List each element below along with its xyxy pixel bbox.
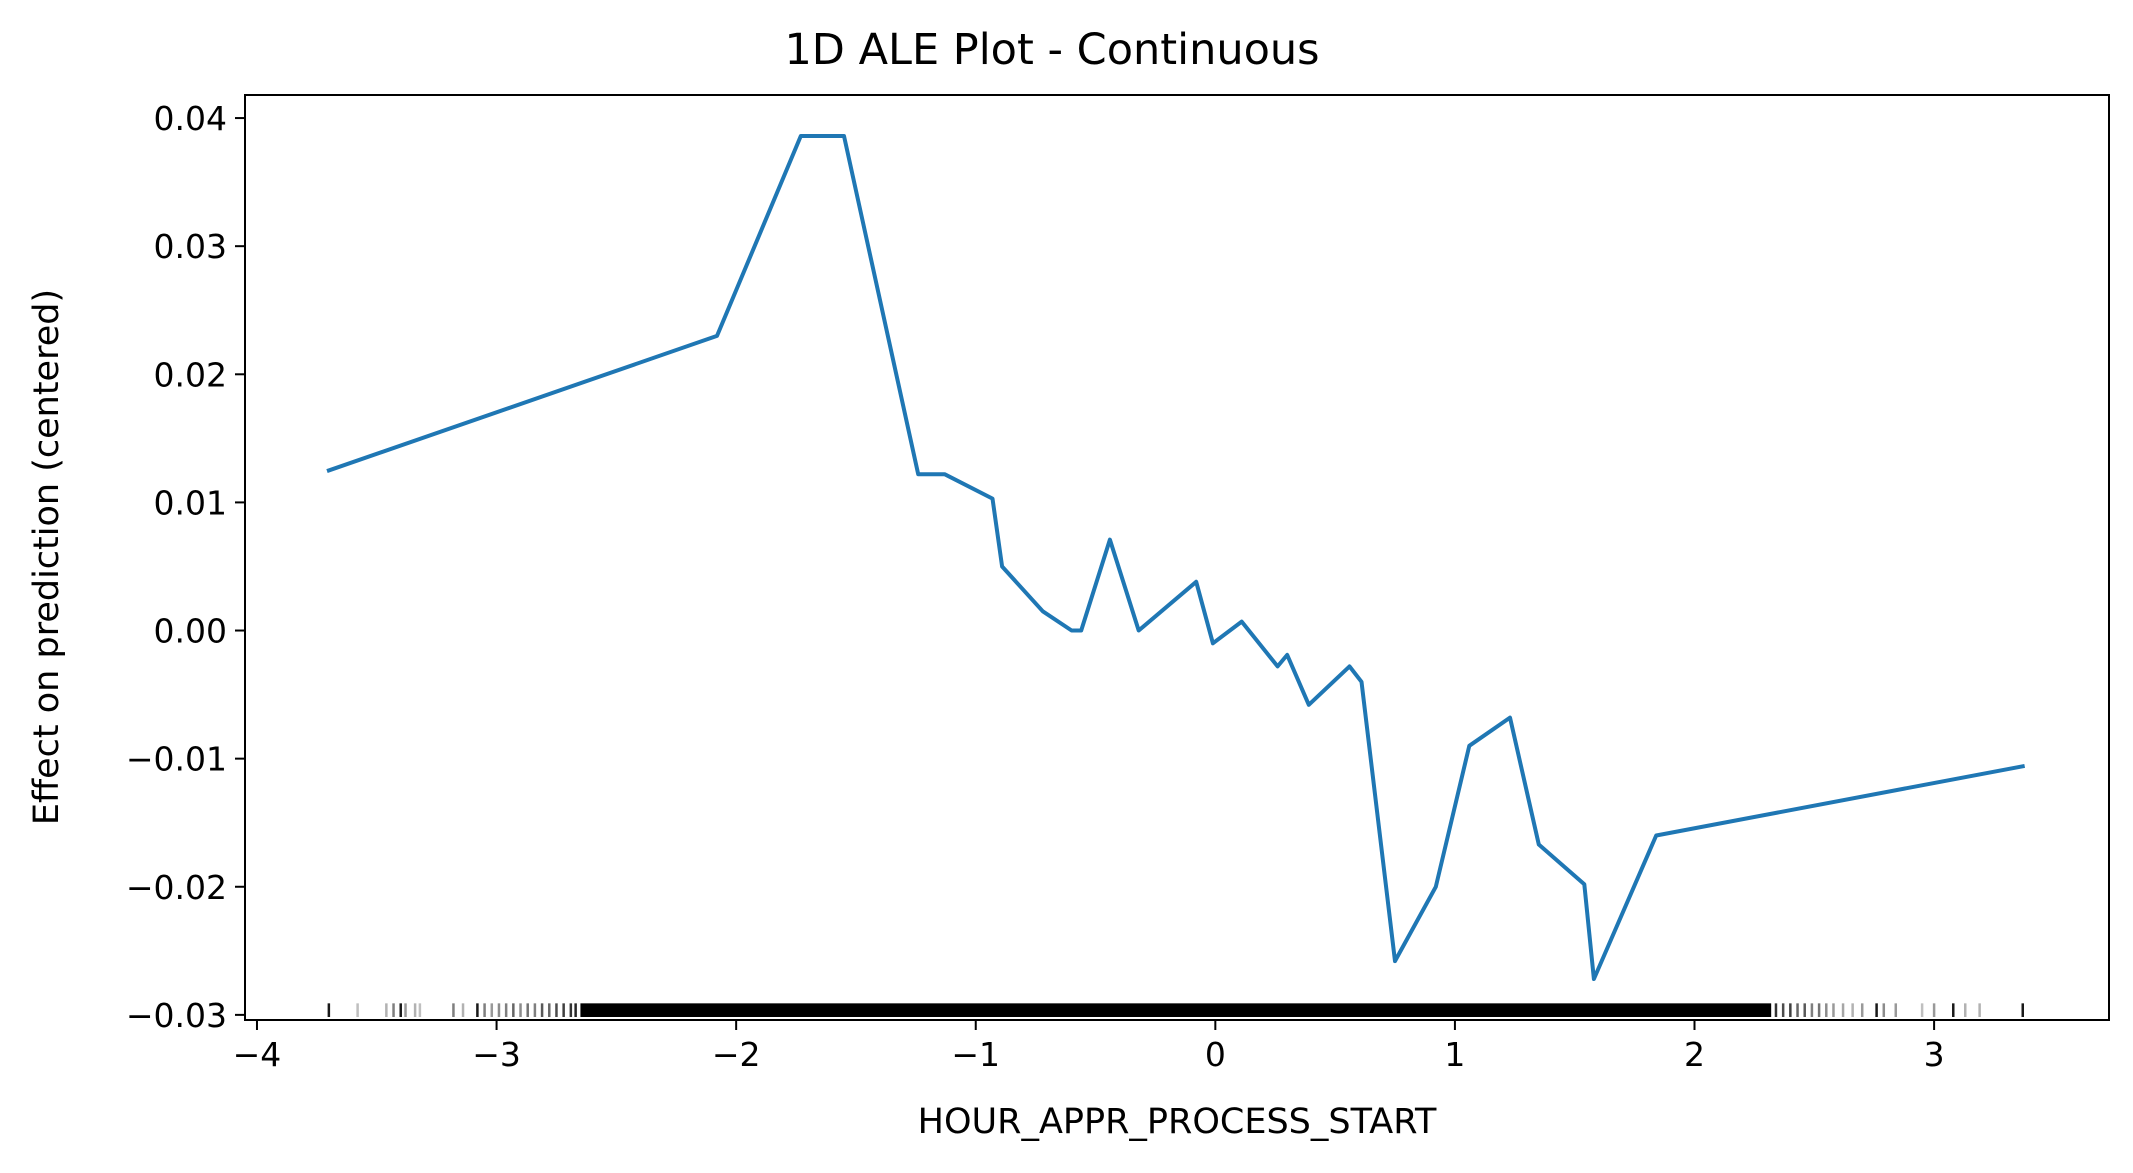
x-tick-label: −4	[233, 1035, 282, 1074]
series-line-0	[326, 134, 2026, 981]
y-tick-label: −0.02	[126, 868, 227, 907]
plot-frame	[244, 94, 2110, 1021]
y-axis: 0.04 0.03 0.02 0.01 0.00 −0.01 −0.02 −0.03	[126, 99, 245, 1035]
y-tick-label: 0.01	[154, 483, 227, 522]
x-axis: −4 −3 −2 −1 0 1 2 3	[233, 1020, 1945, 1074]
y-tick-label: 0.04	[154, 99, 227, 138]
x-tick-label: 2	[1684, 1035, 1705, 1074]
rug-marks	[327, 1003, 2024, 1017]
rug-dense-band	[580, 1003, 1772, 1017]
x-tick-label: −2	[712, 1035, 761, 1074]
x-tick-label: 3	[1924, 1035, 1945, 1074]
y-tick-label: −0.03	[126, 996, 227, 1035]
y-axis-label: Effect on prediction (centered)	[27, 289, 67, 825]
y-tick-label: −0.01	[126, 740, 227, 779]
x-axis-label: HOUR_APPR_PROCESS_START	[918, 1102, 1437, 1142]
x-tick-label: 0	[1205, 1035, 1226, 1074]
y-tick-label: 0.02	[154, 355, 227, 394]
x-tick-label: 1	[1444, 1035, 1465, 1074]
y-tick-label: 0.00	[154, 612, 227, 651]
chart-title: 1D ALE Plot - Continuous	[784, 25, 1319, 75]
series-layer	[326, 134, 2026, 981]
x-tick-label: −3	[472, 1035, 521, 1074]
x-tick-label: −1	[951, 1035, 1000, 1074]
y-tick-label: 0.03	[154, 227, 227, 266]
